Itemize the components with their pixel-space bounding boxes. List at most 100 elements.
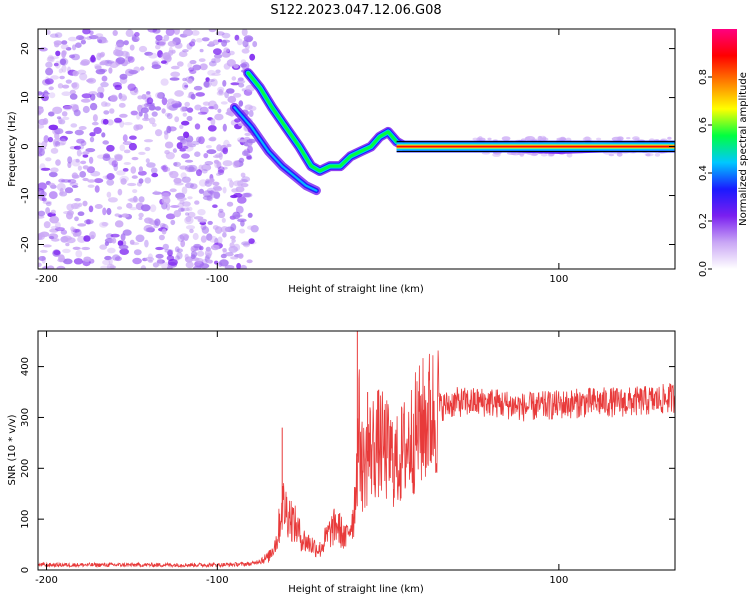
noise-blob [48, 124, 59, 131]
noise-blob [49, 228, 59, 233]
noise-blob [119, 248, 129, 255]
noise-blob [245, 36, 253, 43]
noise-blob [192, 232, 199, 241]
noise-blob [196, 38, 203, 43]
noise-blob [195, 92, 205, 97]
noise-blob [80, 39, 86, 45]
noise-blob [111, 237, 117, 244]
noise-blob [123, 162, 131, 165]
noise-blob [83, 256, 92, 262]
noise-blob [223, 47, 230, 53]
noise-blob [197, 218, 207, 223]
noise-blob [45, 157, 52, 162]
noise-blob [181, 153, 190, 159]
noise-blob [123, 122, 133, 126]
noise-blob [180, 106, 186, 113]
noise-blob [492, 152, 501, 157]
noise-blob [138, 151, 146, 155]
noise-blob [69, 89, 76, 95]
noise-blob [214, 226, 223, 234]
noise-blob [230, 235, 236, 240]
noise-blob [160, 52, 171, 61]
noise-blob [224, 91, 230, 99]
noise-blob [202, 190, 213, 198]
noise-blob [85, 148, 96, 153]
noise-blob [240, 172, 246, 178]
noise-blob [48, 86, 54, 91]
noise-blob [148, 52, 158, 59]
noise-blob [78, 202, 83, 207]
snr-xtick-label: -200 [35, 575, 58, 586]
noise-blob [186, 166, 196, 173]
noise-blob [123, 149, 131, 154]
noise-blob [82, 165, 89, 170]
noise-blob [81, 93, 92, 99]
noise-blob [246, 156, 253, 160]
noise-blob [190, 183, 198, 190]
noise-blob [155, 44, 161, 50]
noise-blob [73, 232, 78, 237]
noise-blob [115, 43, 124, 48]
noise-blob [221, 39, 228, 47]
noise-blob [243, 242, 250, 248]
noise-blob [133, 124, 140, 131]
noise-blob [205, 77, 210, 82]
noise-blob [144, 146, 151, 152]
noise-blob [126, 202, 133, 209]
noise-blob [217, 236, 223, 244]
noise-blob [119, 144, 126, 152]
noise-blob [81, 246, 91, 251]
noise-blob [186, 206, 193, 212]
noise-blob [54, 32, 63, 38]
noise-blob [39, 231, 50, 238]
noise-blob [89, 30, 94, 36]
noise-blob [61, 40, 68, 45]
noise-blob [217, 211, 226, 219]
noise-blob [234, 34, 240, 41]
noise-blob [106, 179, 115, 186]
noise-blob [222, 160, 233, 167]
noise-blob [118, 92, 123, 100]
noise-blob [487, 137, 492, 141]
noise-blob [144, 177, 152, 184]
noise-blob [191, 38, 196, 44]
noise-blob [248, 105, 257, 111]
noise-blob [241, 241, 251, 246]
noise-blob [182, 82, 189, 90]
noise-blob [71, 158, 81, 167]
noise-blob [114, 154, 123, 161]
snr-axes: -200 -100 100 0 100 200 300 400 [20, 331, 675, 586]
noise-blob [214, 113, 224, 121]
noise-blob [122, 168, 129, 172]
noise-blob [238, 157, 245, 163]
noise-blob [205, 145, 212, 149]
noise-blob [204, 161, 214, 166]
noise-blob [69, 182, 79, 187]
noise-blob [151, 111, 158, 117]
noise-blob [187, 211, 196, 218]
noise-blob [96, 92, 104, 98]
noise-blob [193, 243, 202, 249]
noise-blob [113, 163, 118, 172]
noise-blob [188, 164, 198, 172]
noise-blob [76, 149, 82, 157]
noise-blob [106, 191, 112, 198]
spectrogram-ytick-label: -10 [20, 187, 31, 203]
noise-blob [132, 257, 142, 265]
noise-blob [44, 78, 54, 85]
spectrogram-ylabel: Frequency (Hz) [7, 111, 18, 187]
noise-blob [187, 78, 193, 84]
noise-blob [238, 228, 246, 234]
noise-blob [215, 31, 225, 36]
noise-blob [69, 103, 79, 109]
noise-blob [53, 140, 58, 148]
noise-blob [86, 219, 91, 225]
noise-blob [596, 137, 602, 141]
noise-blob [158, 234, 165, 241]
noise-blob [137, 95, 143, 100]
noise-blob [222, 123, 227, 132]
noise-blob [233, 92, 242, 98]
noise-blob [667, 136, 672, 140]
noise-blob [242, 150, 249, 157]
